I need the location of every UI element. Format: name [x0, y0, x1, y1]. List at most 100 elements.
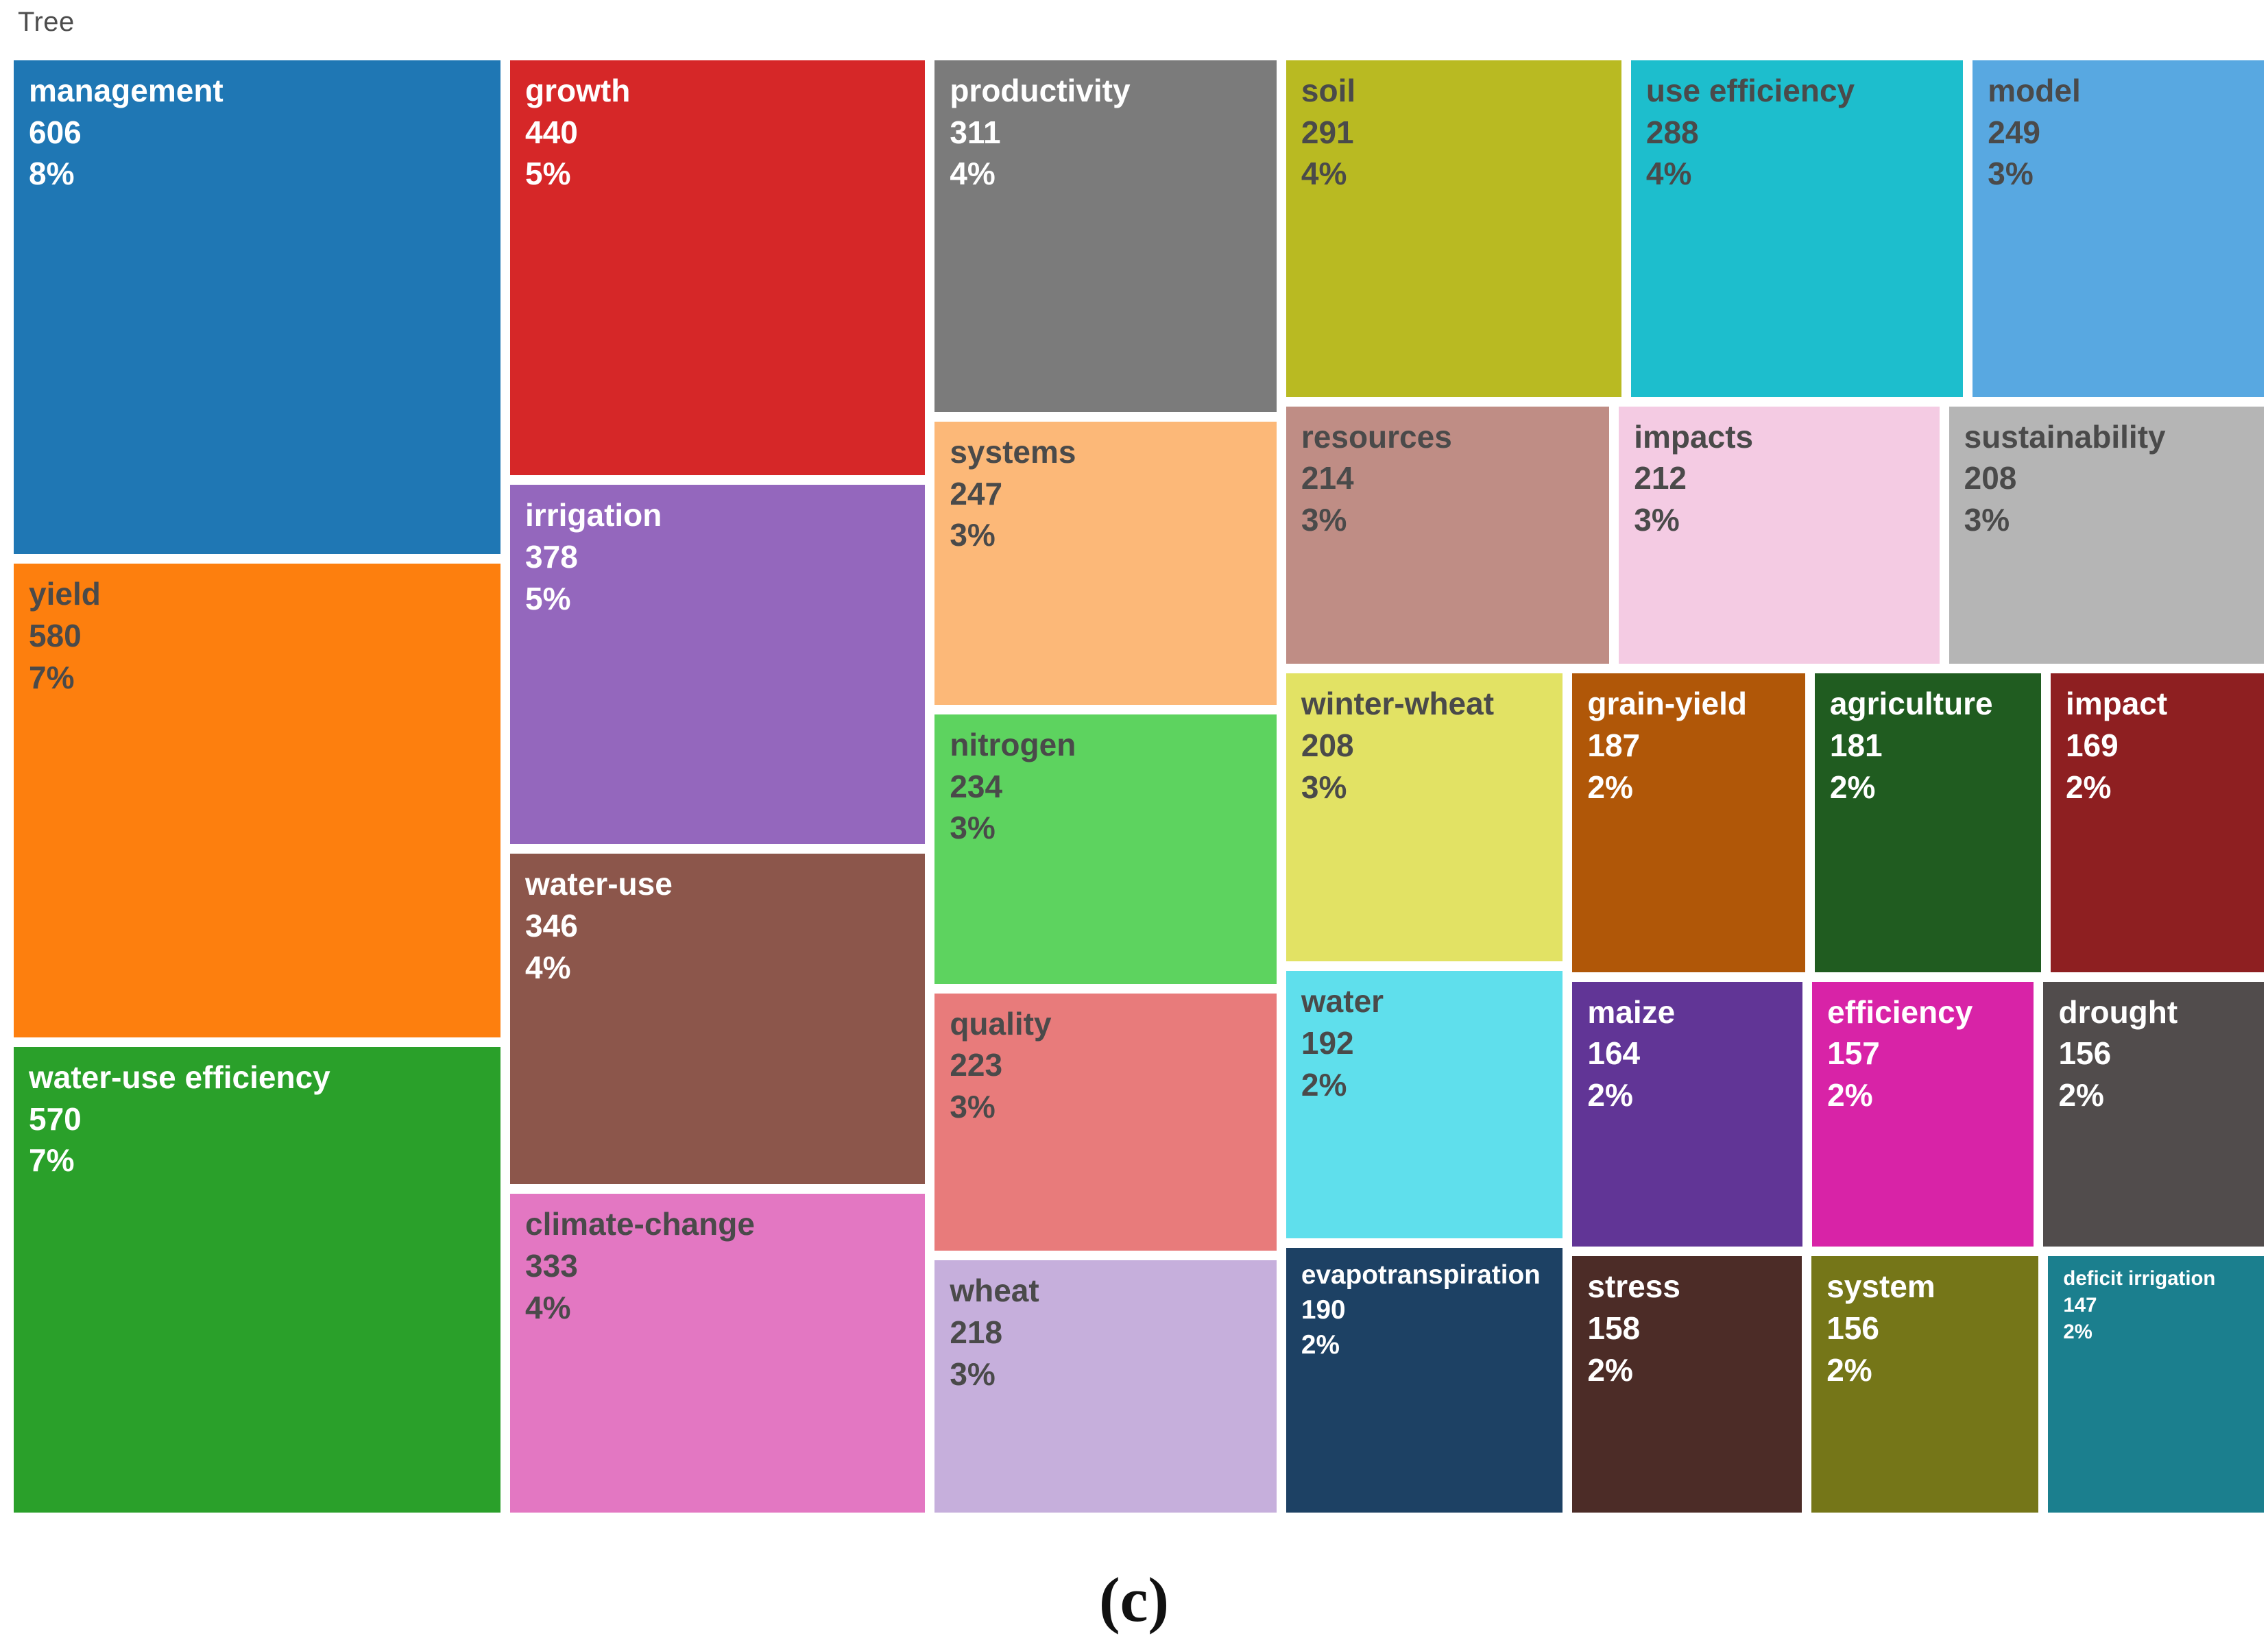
tile-label: sustainability — [1964, 418, 2166, 455]
tile-value: 311 — [950, 114, 1001, 150]
tile-value: 214 — [1301, 460, 1354, 496]
treemap-group: soil 291 4% use efficiency 288 4% model 249 3% re… — [1286, 60, 2265, 1513]
tile-value: 440 — [525, 114, 578, 150]
tile-label: quality — [950, 1005, 1052, 1042]
tile-percent: 4% — [1645, 156, 1692, 192]
treemap: management 606 8% yield 580 7% water-use effic… — [14, 60, 2265, 1513]
tile-percent: 2% — [1827, 1077, 1873, 1114]
tile-value: 187 — [1587, 727, 1641, 764]
tile-label: winter-wheat — [1301, 686, 1495, 722]
tile-value: 192 — [1301, 1024, 1354, 1061]
treemap-tile-growth[interactable]: growth 440 5% — [510, 60, 926, 476]
tile-label: nitrogen — [950, 726, 1076, 762]
tile-percent: 2% — [1587, 1351, 1633, 1388]
tile-value: 208 — [1964, 460, 2017, 496]
tile-value: 378 — [525, 538, 578, 575]
tile-percent: 5% — [525, 156, 571, 192]
treemap-tile-deficit-irrigation[interactable]: deficit irrigation 147 2% — [2048, 1256, 2265, 1513]
tile-value: 291 — [1301, 114, 1354, 150]
treemap-tile-irrigation[interactable]: irrigation 378 5% — [510, 485, 926, 845]
tile-label: maize — [1587, 994, 1676, 1030]
tile-value: 249 — [1988, 114, 2041, 150]
tile-label: stress — [1587, 1268, 1680, 1305]
tile-percent: 3% — [950, 1089, 996, 1125]
tile-percent: 5% — [525, 580, 571, 616]
treemap-group: winter-wheat 208 3% water 192 2% evapotranspir… — [1286, 673, 1563, 1513]
treemap-group: winter-wheat 208 3% water 192 2% evapotranspir… — [1286, 673, 2265, 1513]
tile-value: 147 — [2063, 1294, 2097, 1317]
treemap-tile-model[interactable]: model 249 3% — [1973, 60, 2265, 397]
treemap-tile-productivity[interactable]: productivity 311 4% — [934, 60, 1277, 412]
tile-value: 212 — [1634, 460, 1687, 496]
treemap-tile-efficiency[interactable]: efficiency 157 2% — [1812, 981, 2034, 1247]
tile-percent: 2% — [1301, 1330, 1340, 1360]
subfigure-label: (c) — [1098, 1565, 1170, 1635]
treemap-tile-water-use-efficiency[interactable]: water-use efficiency 570 7% — [14, 1046, 501, 1513]
treemap-tile-resources[interactable]: resources 214 3% — [1286, 406, 1610, 664]
tile-label: soil — [1301, 73, 1356, 108]
treemap-group: maize 164 2% efficiency 157 2% drought 156 2% — [1572, 981, 2265, 1247]
treemap-tile-water[interactable]: water 192 2% — [1286, 971, 1563, 1239]
treemap-tile-drought[interactable]: drought 156 2% — [2043, 981, 2265, 1247]
treemap-tile-quality[interactable]: quality 223 3% — [934, 993, 1277, 1251]
treemap-tile-agriculture[interactable]: agriculture 181 2% — [1814, 673, 2041, 972]
tile-value: 181 — [1829, 727, 1883, 764]
treemap-tile-winter-wheat[interactable]: winter-wheat 208 3% — [1286, 673, 1563, 962]
treemap-tile-nitrogen[interactable]: nitrogen 234 3% — [934, 714, 1277, 984]
treemap-tile-yield[interactable]: yield 580 7% — [14, 564, 501, 1037]
tile-value: 156 — [1826, 1310, 1879, 1347]
treemap-tile-impact[interactable]: impact 169 2% — [2050, 673, 2265, 972]
tile-value: 164 — [1587, 1035, 1641, 1072]
tile-percent: 4% — [525, 1289, 571, 1325]
treemap-tile-water-use[interactable]: water-use 346 4% — [510, 854, 926, 1185]
tile-percent: 2% — [2063, 1320, 2092, 1343]
tile-value: 158 — [1587, 1310, 1641, 1347]
treemap-group: productivity 311 4% systems 247 3% nitrogen 234… — [934, 60, 1277, 1513]
tile-percent: 3% — [950, 517, 996, 553]
tile-label: water-use efficiency — [29, 1059, 330, 1095]
treemap-group: management 606 8% yield 580 7% water-use effic… — [14, 60, 501, 1513]
tile-label: drought — [2058, 994, 2178, 1030]
treemap-tile-systems[interactable]: systems 247 3% — [934, 421, 1277, 705]
tile-label: water-use — [525, 866, 673, 902]
tile-value: 234 — [950, 768, 1003, 804]
treemap-tile-grain-yield[interactable]: grain-yield 187 2% — [1572, 673, 1805, 972]
tile-label: yield — [29, 576, 101, 612]
tile-percent: 4% — [950, 156, 996, 192]
treemap-tile-climate-change[interactable]: climate-change 333 4% — [510, 1194, 926, 1513]
tile-value: 223 — [950, 1047, 1003, 1083]
treemap-tile-management[interactable]: management 606 8% — [14, 60, 501, 555]
tile-value: 570 — [29, 1100, 82, 1137]
tile-label: productivity — [950, 73, 1131, 108]
treemap-tile-wheat[interactable]: wheat 218 3% — [934, 1260, 1277, 1513]
tile-label: impact — [2065, 686, 2168, 722]
tile-label: system — [1826, 1268, 1935, 1305]
tile-label: evapotranspiration — [1301, 1260, 1541, 1290]
tile-value: 333 — [525, 1247, 578, 1284]
tile-percent: 2% — [1829, 769, 1876, 805]
treemap-group: growth 440 5% irrigation 378 5% water-use 346 4%… — [510, 60, 926, 1513]
treemap-tile-soil[interactable]: soil 291 4% — [1286, 60, 1621, 397]
tile-percent: 2% — [1587, 1077, 1633, 1114]
tile-value: 606 — [29, 114, 82, 150]
tile-value: 156 — [2058, 1035, 2112, 1072]
treemap-tile-maize[interactable]: maize 164 2% — [1572, 981, 1803, 1247]
tile-label: systems — [950, 433, 1076, 470]
tile-percent: 7% — [29, 659, 75, 695]
treemap-tile-use-efficiency[interactable]: use efficiency 288 4% — [1630, 60, 1964, 397]
treemap-tile-evapotranspiration[interactable]: evapotranspiration 190 2% — [1286, 1248, 1563, 1513]
tile-percent: 7% — [29, 1142, 75, 1179]
treemap-tile-system[interactable]: system 156 2% — [1811, 1256, 2039, 1513]
treemap-group: grain-yield 187 2% agriculture 181 2% impact 16… — [1572, 673, 2265, 972]
tile-percent: 2% — [1587, 769, 1633, 805]
treemap-tile-impacts[interactable]: impacts 212 3% — [1619, 406, 1940, 664]
tile-label: grain-yield — [1587, 686, 1747, 722]
tile-percent: 3% — [1634, 502, 1680, 538]
tile-label: growth — [525, 73, 631, 108]
tile-value: 288 — [1645, 114, 1699, 150]
tile-value: 218 — [950, 1314, 1003, 1350]
tile-percent: 3% — [1964, 502, 2010, 538]
tile-label: impacts — [1634, 418, 1754, 455]
treemap-tile-stress[interactable]: stress 158 2% — [1572, 1256, 1802, 1513]
treemap-tile-sustainability[interactable]: sustainability 208 3% — [1949, 406, 2265, 664]
